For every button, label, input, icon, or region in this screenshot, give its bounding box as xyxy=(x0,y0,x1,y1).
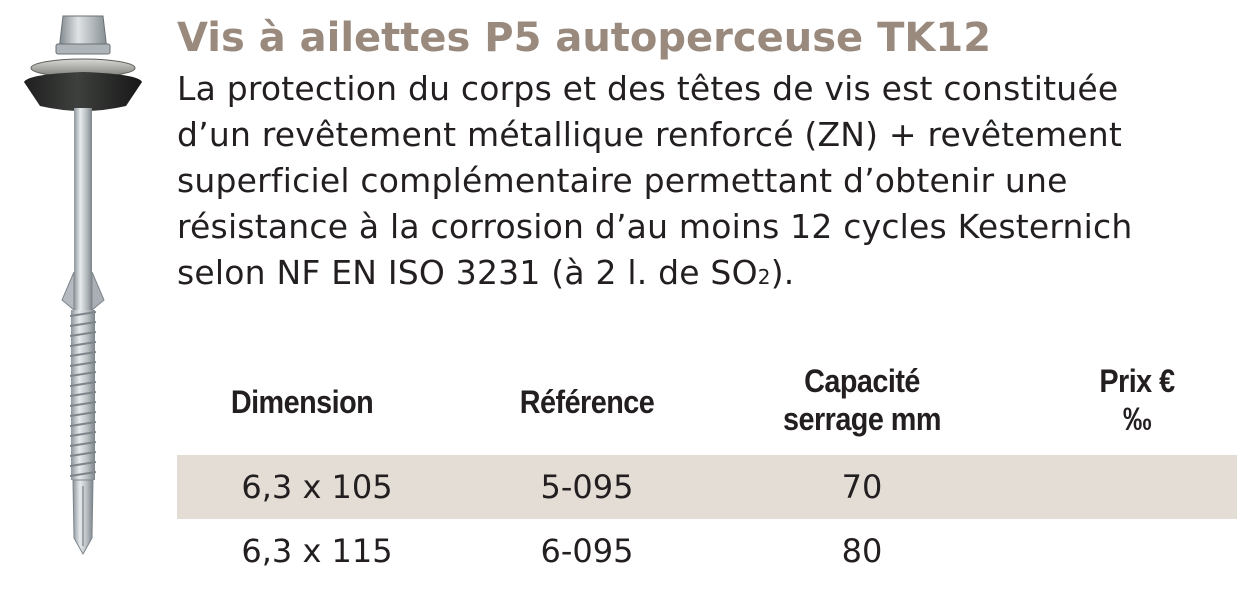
product-table: Dimension Référence Capacité serrage mm … xyxy=(177,350,1237,583)
cell-reference: 5-095 xyxy=(540,468,634,506)
description-last-subscript: 2 xyxy=(757,265,771,289)
header-prix-line2: ‰ xyxy=(1122,401,1152,437)
header-capacite-line2: serrage mm xyxy=(783,401,941,437)
cell-reference: 6-095 xyxy=(540,532,634,570)
table-row: 6,3 x 115 6-095 80 xyxy=(177,519,1237,583)
description-line-last: selon NF EN ISO 3231 (à 2 l. de SO2). xyxy=(177,250,1227,300)
cell-capacite: 80 xyxy=(841,532,883,570)
header-capacite: Capacité serrage mm xyxy=(750,362,975,438)
cell-capacite: 70 xyxy=(841,468,883,506)
header-prix: Prix € ‰ xyxy=(1065,362,1209,438)
header-reference: Référence xyxy=(519,384,655,420)
cell-prix xyxy=(1057,519,1217,583)
product-description: La protection du corps et des têtes de v… xyxy=(177,66,1227,300)
header-prix-line1: Prix € xyxy=(1099,363,1175,399)
description-line: superficiel complémentaire permettant d’… xyxy=(177,161,1068,200)
header-dimension: Dimension xyxy=(230,384,374,420)
description-line: résistance à la corrosion d’au moins 12 … xyxy=(177,207,1133,246)
header-capacite-line1: Capacité xyxy=(804,363,920,399)
description-last-prefix: selon NF EN ISO 3231 (à 2 l. de SO xyxy=(177,253,758,292)
description-line: La protection du corps et des têtes de v… xyxy=(177,69,1119,108)
cell-prix xyxy=(1057,455,1217,519)
table-row: 6,3 x 105 5-095 70 xyxy=(177,455,1237,519)
self-drilling-screw-icon xyxy=(24,15,142,556)
table-header: Dimension Référence Capacité serrage mm … xyxy=(177,350,1237,455)
cell-dimension: 6,3 x 115 xyxy=(241,532,393,570)
description-line: d’un revêtement métallique renforcé (ZN)… xyxy=(177,115,1122,154)
product-title: Vis à ailettes P5 autoperceuse TK12 xyxy=(177,15,992,61)
description-last-suffix: ). xyxy=(770,253,795,292)
cell-dimension: 6,3 x 105 xyxy=(241,468,393,506)
